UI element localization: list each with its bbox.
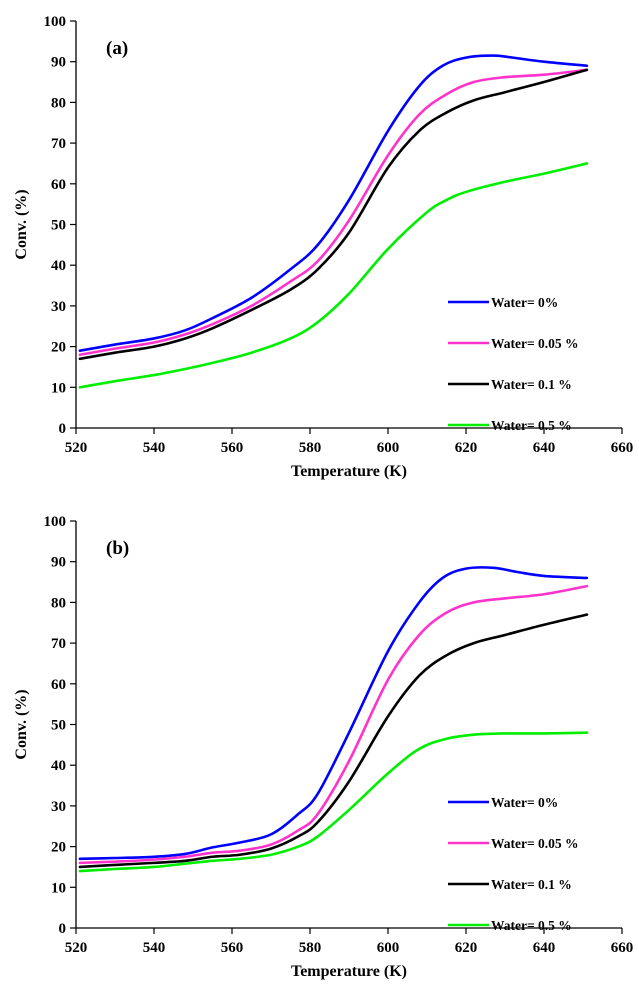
y-tick-label: 50 xyxy=(51,218,66,234)
x-tick-label: 580 xyxy=(299,440,322,456)
legend-label: Water= 0.5 % xyxy=(491,918,572,933)
y-tick-label: 80 xyxy=(51,595,66,611)
x-tick-label: 520 xyxy=(65,440,88,456)
y-tick-label: 100 xyxy=(44,14,67,30)
y-tick-label: 20 xyxy=(51,340,66,356)
series-line-3 xyxy=(78,162,589,389)
x-tick-label: 560 xyxy=(221,940,244,956)
series-line-2 xyxy=(78,613,589,869)
panel-label: (b) xyxy=(106,538,129,559)
legend-label: Water= 0.05 % xyxy=(491,336,579,351)
chart-panel-0: 520 540 560 580 600 620 640 660 0 10 20 30 40 50 60 70 8… xyxy=(13,14,633,480)
y-tick-label: 40 xyxy=(51,258,66,274)
y-tick-label: 40 xyxy=(51,758,66,774)
legend-label: Water= 0.1 % xyxy=(491,877,572,892)
y-tick-label: 20 xyxy=(51,840,66,856)
x-tick-label: 580 xyxy=(299,940,322,956)
legend: Water= 0% Water= 0.05 % Water= 0.1 % Water=… xyxy=(448,295,579,433)
series-line-1 xyxy=(78,584,589,865)
legend-label: Water= 0% xyxy=(491,295,558,310)
legend: Water= 0% Water= 0.05 % Water= 0.1 % Water=… xyxy=(448,795,579,933)
x-tick-label: 600 xyxy=(377,940,400,956)
y-tick-label: 50 xyxy=(51,718,66,734)
y-tick-label: 90 xyxy=(51,55,66,71)
x-tick-label: 640 xyxy=(533,440,556,456)
panel-label: (a) xyxy=(106,38,128,59)
y-tick-label: 60 xyxy=(51,677,66,693)
y-tick-label: 60 xyxy=(51,177,66,193)
legend-label: Water= 0.05 % xyxy=(491,836,579,851)
x-tick-label: 560 xyxy=(221,440,244,456)
x-tick-label: 640 xyxy=(533,940,556,956)
series-line-0 xyxy=(78,54,589,352)
x-tick-label: 620 xyxy=(455,440,478,456)
x-tick-label: 540 xyxy=(143,440,166,456)
y-axis-title: Conv. (%) xyxy=(13,689,30,759)
y-tick-label: 10 xyxy=(51,380,66,396)
y-tick-label: 80 xyxy=(51,95,66,111)
y-tick-label: 70 xyxy=(51,136,66,152)
legend-label: Water= 0.1 % xyxy=(491,377,572,392)
series-line-3 xyxy=(78,731,589,873)
series-line-0 xyxy=(78,566,589,861)
y-tick-label: 70 xyxy=(51,636,66,652)
chart-panel-1: 520 540 560 580 600 620 640 660 0 10 20 30 40 50 60 70 8… xyxy=(13,514,633,980)
y-tick-label: 0 xyxy=(59,921,67,937)
x-tick-label: 600 xyxy=(377,440,400,456)
series-line-1 xyxy=(78,68,589,357)
y-tick-label: 30 xyxy=(51,299,66,315)
y-axis-title: Conv. (%) xyxy=(13,189,30,259)
y-tick-label: 30 xyxy=(51,799,66,815)
legend-label: Water= 0.5 % xyxy=(491,418,572,433)
legend-label: Water= 0% xyxy=(491,795,558,810)
y-tick-label: 100 xyxy=(44,514,67,530)
y-tick-label: 10 xyxy=(51,880,66,896)
x-tick-label: 520 xyxy=(65,940,88,956)
x-tick-label: 540 xyxy=(143,940,166,956)
x-tick-label: 620 xyxy=(455,940,478,956)
series-line-2 xyxy=(78,68,589,361)
y-tick-label: 90 xyxy=(51,555,66,571)
x-tick-label: 660 xyxy=(611,940,634,956)
x-axis-title: Temperature (K) xyxy=(291,963,407,980)
x-tick-label: 660 xyxy=(611,440,634,456)
y-tick-label: 0 xyxy=(59,421,67,437)
x-axis-title: Temperature (K) xyxy=(291,463,407,480)
